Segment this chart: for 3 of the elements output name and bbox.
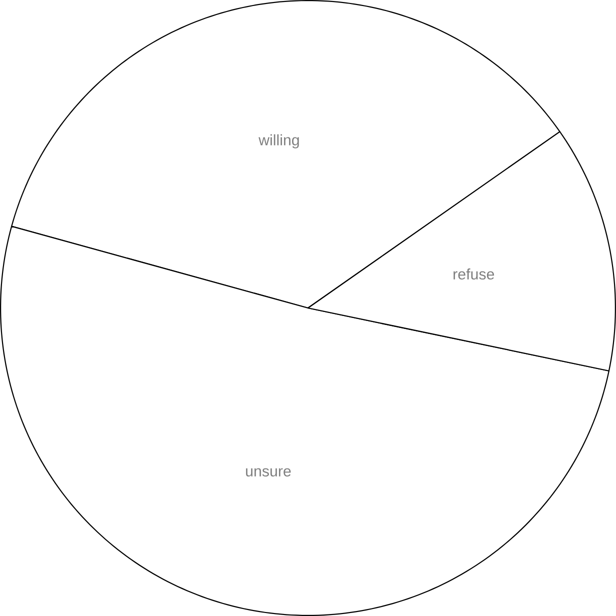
slice-label: willing: [258, 134, 299, 148]
slice-label: refuse: [454, 268, 494, 280]
slice-label: unsure: [246, 468, 291, 477]
